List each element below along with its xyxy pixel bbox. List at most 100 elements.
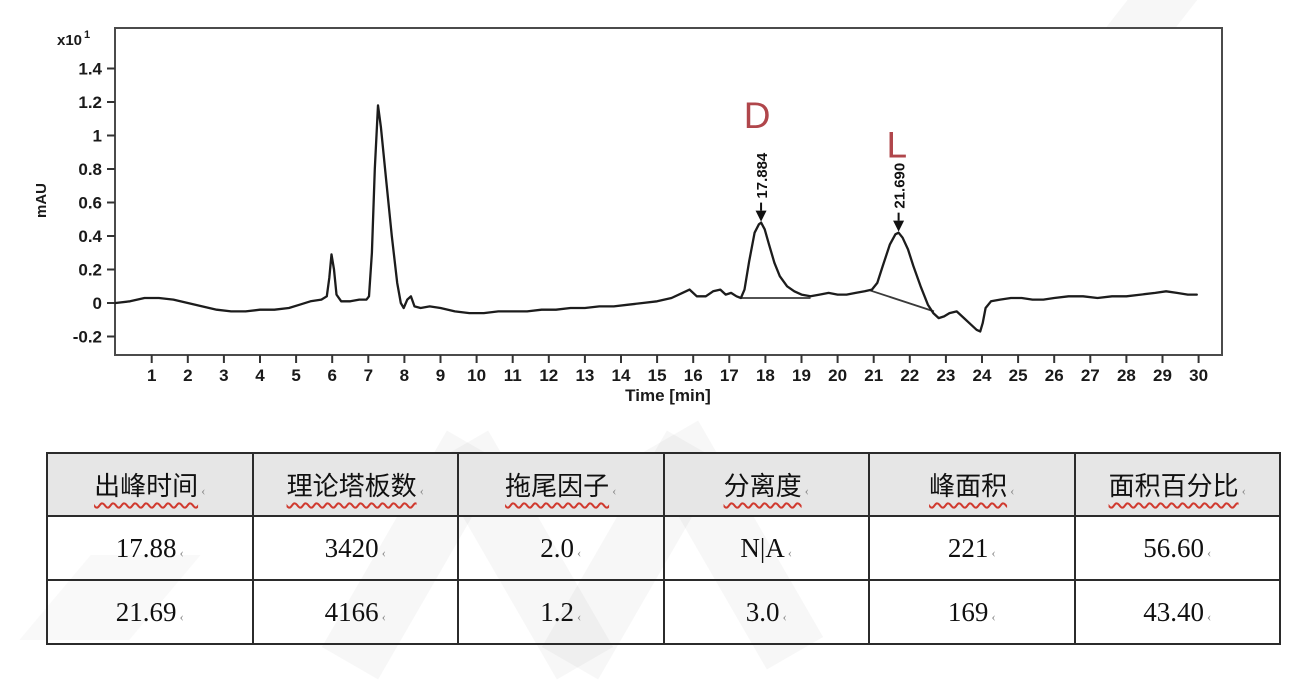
cell-value: 56.60 [1143,532,1204,563]
cell-end-mark: ‹ [381,608,386,624]
x-tick-label: 30 [1189,366,1208,385]
x-tick-label: 1 [147,366,156,385]
table-cell: 43.40 ‹ [1073,579,1281,645]
table-cell: 56.60 ‹ [1073,515,1281,581]
table-header-row: 出峰时间 ‹ 理论塔板数 ‹ 拖尾因子 ‹ 分离度 ‹ 峰面积 ‹ 面积百分比 ‹ [46,452,1281,517]
cell-end-mark: ‹ [991,544,996,560]
x-tick-label: 29 [1153,366,1172,385]
table-cell: 221 ‹ [868,515,1076,581]
cell-value: 169 [947,596,989,627]
x-tick-label: 16 [684,366,703,385]
y-tick-label: 1.2 [78,93,102,112]
y-tick-label: -0.2 [73,328,102,347]
cell-end-mark: ‹ [612,483,617,498]
x-tick-label: 13 [575,366,594,385]
header-text: 出峰时间 [94,472,199,501]
x-tick-label: 28 [1117,366,1136,385]
x-tick-label: 10 [467,366,486,385]
y-tick-label: 0.6 [78,194,102,213]
y-tick-label: 0.8 [78,160,102,179]
cell-value: 17.88 [115,532,177,563]
peak-arrow-icon [755,210,767,222]
header-cell: 分离度 ‹ [662,452,870,517]
cell-value: 21.69 [115,596,177,627]
header-text: 拖尾因子 [505,472,610,501]
table-cell: N|A ‹ [662,515,870,581]
cell-value: 43.40 [1143,596,1204,627]
x-tick-label: 20 [828,366,847,385]
cell-end-mark: ‹ [1206,544,1212,560]
peak-results-table: 出峰时间 ‹ 理论塔板数 ‹ 拖尾因子 ‹ 分离度 ‹ 峰面积 ‹ 面积百分比 ‹ 17.88 ‹ 342… [46,452,1281,645]
x-tick-label: 8 [400,366,409,385]
peak-letter-label: D [744,95,771,136]
x-tick-label: 27 [1081,366,1100,385]
cell-end-mark: ‹ [419,483,424,498]
table-cell: 17.88 ‹ [46,515,254,581]
header-cell: 面积百分比 ‹ [1073,452,1281,517]
cell-end-mark: ‹ [787,544,793,560]
cell-end-mark: ‹ [576,544,582,560]
cell-end-mark: ‹ [1010,483,1015,498]
x-tick-label: 14 [612,366,631,385]
table-cell: 3.0 ‹ [662,579,870,645]
chromatogram-trace [114,104,1198,333]
x-tick-label: 22 [900,366,919,385]
x-tick-label: 19 [792,366,811,385]
cell-end-mark: ‹ [576,608,582,624]
integration-baseline [869,289,935,313]
cell-end-mark: ‹ [201,483,206,498]
y-tick-label: 1 [93,127,102,146]
y-tick-label: 0.4 [78,227,102,246]
y-scale-label: x10 1 [57,29,90,49]
x-tick-label: 4 [255,366,265,385]
chromatogram-figure: 1 2 3 4 5 6 7 8 9 10 11 12 13 14 15 16 17 18 19 20 21 22 23 24 2… [33,27,1223,405]
cell-value: 3420 [324,532,379,563]
header-cell: 拖尾因子 ‹ [457,452,665,517]
cell-value: 221 [947,532,989,563]
table-cell: 21.69 ‹ [46,579,254,645]
header-cell: 理论塔板数 ‹ [251,452,459,517]
header-cell: 出峰时间 ‹ [46,452,254,517]
x-tick-label: 17 [720,366,739,385]
peak-arrow-icon [893,220,905,232]
x-tick-label: 9 [436,366,445,385]
x-tick-label: 26 [1045,366,1064,385]
table-row: 21.69 ‹ 4166 ‹ 1.2 ‹ 3.0 ‹ 169 ‹ 43.40 ‹ [46,579,1281,645]
y-tick-label: 0 [93,294,102,313]
table-cell: 1.2 ‹ [457,579,665,645]
header-text: 面积百分比 [1108,472,1239,501]
x-tick-label: 6 [327,366,336,385]
x-tick-label: 24 [973,366,992,385]
chromatogram-svg: 1 2 3 4 5 6 7 8 9 10 11 12 13 14 15 16 17 18 19 20 21 22 23 24 2… [33,27,1223,405]
cell-value: 4166 [324,596,379,627]
cell-value: N|A [740,532,785,563]
x-tick-label: 5 [291,366,300,385]
cell-value: 3.0 [745,596,780,627]
x-tick-label: 2 [183,366,192,385]
header-cell: 峰面积 ‹ [868,452,1076,517]
cell-end-mark: ‹ [179,544,184,560]
x-tick-label: 23 [936,366,955,385]
cell-end-mark: ‹ [804,483,809,498]
table-cell: 169 ‹ [868,579,1076,645]
cell-end-mark: ‹ [782,608,787,624]
x-tick-label: 15 [648,366,667,385]
cell-end-mark: ‹ [991,608,996,624]
x-tick-label: 7 [364,366,373,385]
cell-value: 1.2 [540,596,574,627]
retention-time-label: 21.690 [892,163,909,209]
x-tick-label: 12 [539,366,558,385]
table-cell: 3420 ‹ [251,515,459,581]
cell-end-mark: ‹ [1241,483,1246,498]
plot-area [114,27,1223,356]
x-tick-label: 3 [219,366,228,385]
x-tick-label: 21 [864,366,883,385]
x-axis-label: Time [min] [625,386,711,405]
y-tick-label: 1.4 [78,60,102,79]
header-text: 理论塔板数 [286,472,417,501]
y-tick-label: 0.2 [78,261,102,280]
cell-end-mark: ‹ [381,544,386,560]
table-cell: 2.0 ‹ [457,515,665,581]
cell-end-mark: ‹ [1206,608,1212,624]
cell-value: 2.0 [540,532,574,563]
